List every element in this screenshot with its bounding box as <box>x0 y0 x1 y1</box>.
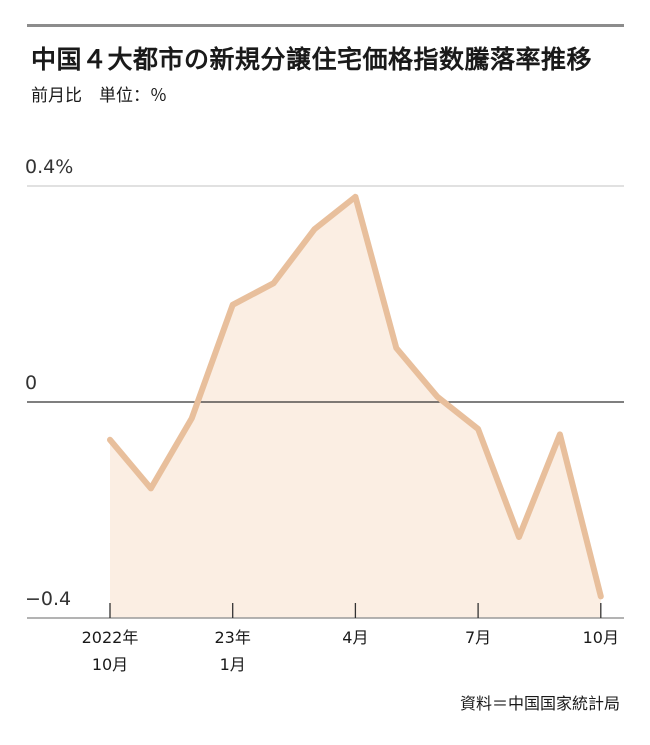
y-tick-label: −0.4 <box>25 588 71 610</box>
series-line <box>107 193 604 600</box>
x-tick-label: 10月 <box>583 628 619 647</box>
x-tick-label: 23年 <box>215 628 251 647</box>
x-tick-label: 4月 <box>342 628 368 647</box>
y-tick-label: 0 <box>25 372 37 394</box>
y-tick-label: 0.4% <box>25 156 73 178</box>
x-tick-label: 2022年 <box>82 628 139 647</box>
chart-title: 中国４大都市の新規分譲住宅価格指数騰落率推移 <box>31 45 593 74</box>
top-rule <box>27 24 624 27</box>
source-note: 資料＝中国国家統計局 <box>459 694 620 713</box>
x-tick-label: 10月 <box>92 655 128 674</box>
area-fill <box>110 196 601 619</box>
x-tick-label: 1月 <box>220 655 246 674</box>
x-tick-label: 7月 <box>465 628 491 647</box>
chart-subtitle: 前月比 単位：％ <box>31 86 167 106</box>
